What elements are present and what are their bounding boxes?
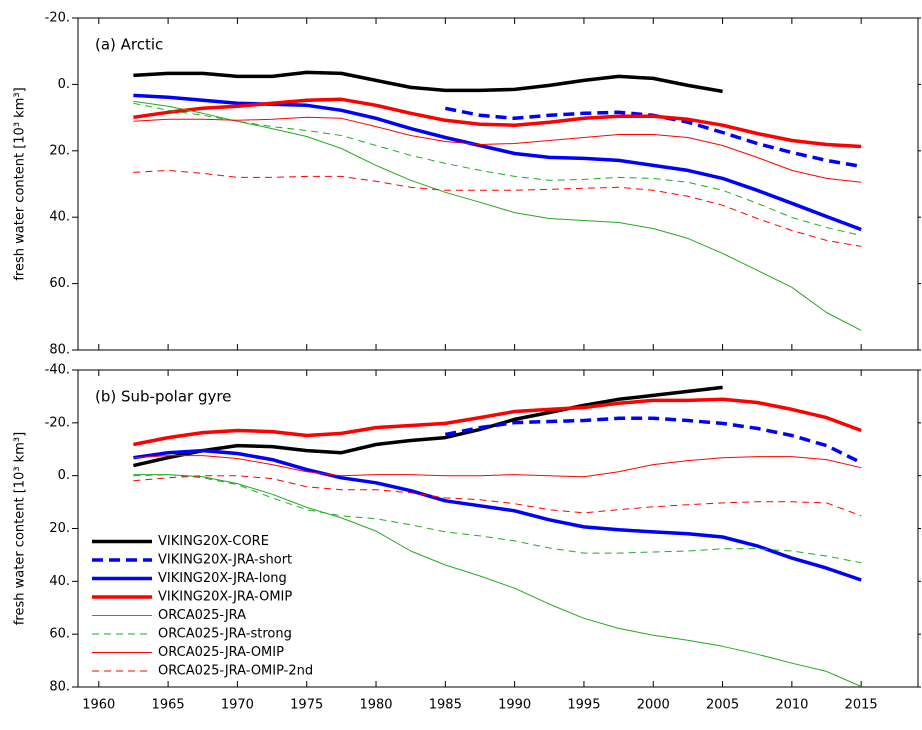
y-tick-label: 20. xyxy=(49,521,70,536)
x-tick-label: 1985 xyxy=(429,698,462,713)
y-tick-label: 80. xyxy=(49,680,70,695)
series-line xyxy=(133,97,862,149)
legend-label: VIKING20X-JRA-short xyxy=(158,553,292,568)
y-tick-label: 20. xyxy=(49,143,70,158)
legend-label: ORCA025-JRA-strong xyxy=(158,627,292,642)
y-tick-label: 40. xyxy=(49,210,70,225)
series-line xyxy=(133,448,862,582)
legend-label: VIKING20X-CORE xyxy=(158,534,269,549)
series-line xyxy=(133,100,862,331)
plot-frame xyxy=(77,17,919,351)
y-tick-label: 0. xyxy=(58,468,70,483)
x-tick-label: 2000 xyxy=(637,698,670,713)
panel-title: (a) Arctic xyxy=(95,36,163,54)
x-tick-label: 2015 xyxy=(845,698,878,713)
x-tick-label: 1980 xyxy=(359,698,392,713)
series-line xyxy=(133,116,862,183)
legend-label: ORCA025-JRA xyxy=(158,608,246,623)
y-tick-label: -20. xyxy=(45,415,70,430)
series-line xyxy=(133,475,862,517)
y-tick-label: 60. xyxy=(49,627,70,642)
legend-label: ORCA025-JRA-OMIP xyxy=(158,645,284,660)
y-axis-label: fresh water content [10³ km³] xyxy=(13,432,28,625)
series-line xyxy=(133,385,723,468)
x-tick-label: 2010 xyxy=(775,698,808,713)
x-tick-label: 1995 xyxy=(567,698,600,713)
series-line xyxy=(133,169,862,247)
series-line xyxy=(133,474,862,687)
series-line xyxy=(444,416,862,465)
y-tick-label: -20. xyxy=(45,11,70,26)
panel-title: (b) Sub-polar gyre xyxy=(95,388,231,406)
legend-label: VIKING20X-JRA-long xyxy=(158,571,287,586)
legend-label: ORCA025-JRA-OMIP-2nd xyxy=(158,664,313,679)
y-tick-label: -40. xyxy=(45,363,70,378)
x-tick-label: 1965 xyxy=(152,698,185,713)
x-tick-label: 1970 xyxy=(221,698,254,713)
x-tick-label: 1990 xyxy=(498,698,531,713)
x-tick-label: 1960 xyxy=(82,698,115,713)
y-tick-label: 80. xyxy=(49,343,70,358)
series-line xyxy=(133,474,862,564)
y-axis-label: fresh water content [10³ km³] xyxy=(13,87,28,280)
series-line xyxy=(133,455,862,478)
y-tick-label: 40. xyxy=(49,574,70,589)
x-tick-label: 2005 xyxy=(706,698,739,713)
series-line xyxy=(133,70,723,94)
legend-label: VIKING20X-JRA-OMIP xyxy=(158,590,292,605)
y-tick-label: 60. xyxy=(49,276,70,291)
series-line xyxy=(133,102,862,236)
x-tick-label: 1975 xyxy=(290,698,323,713)
series-line xyxy=(133,397,862,447)
y-tick-label: 0. xyxy=(58,77,70,92)
